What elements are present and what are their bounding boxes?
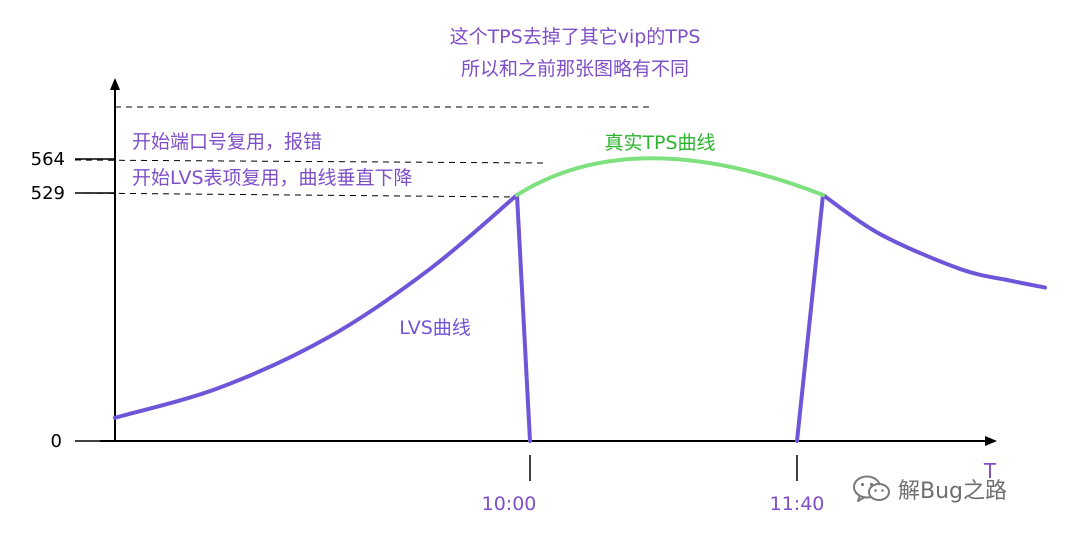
ref-line-529: [74, 192, 518, 198]
watermark: 解Bug之路: [852, 473, 1007, 505]
ref-line-564: [74, 159, 546, 164]
x-tick-label-1000: 10:00: [482, 493, 537, 515]
chart-title: 这个TPS去掉了其它vip的TPS: [450, 26, 701, 48]
series-lvs-right: [795, 193, 1047, 443]
series-label-lvs: LVS曲线: [399, 317, 471, 339]
watermark-text: 解Bug之路: [898, 479, 1008, 504]
y-tick-label-0: 0: [51, 431, 62, 452]
series-label-real-tps: 真实TPS曲线: [604, 132, 715, 154]
annotation-lvs-reuse: 开始LVS表项复用，曲线垂直下降: [132, 167, 413, 189]
y-tick-label-564: 564: [31, 149, 65, 170]
chart-subtitle: 所以和之前那张图略有不同: [461, 58, 689, 80]
y-tick-label-529: 529: [31, 183, 65, 204]
x-tick-label-1140: 11:40: [770, 493, 825, 515]
series-lvs-left: [113, 193, 532, 443]
x-axis-label: T: [983, 459, 997, 483]
annotation-port-reuse: 开始端口号复用，报错: [132, 131, 322, 153]
wechat-icon: [853, 475, 890, 502]
series-real-tps: [515, 156, 825, 197]
